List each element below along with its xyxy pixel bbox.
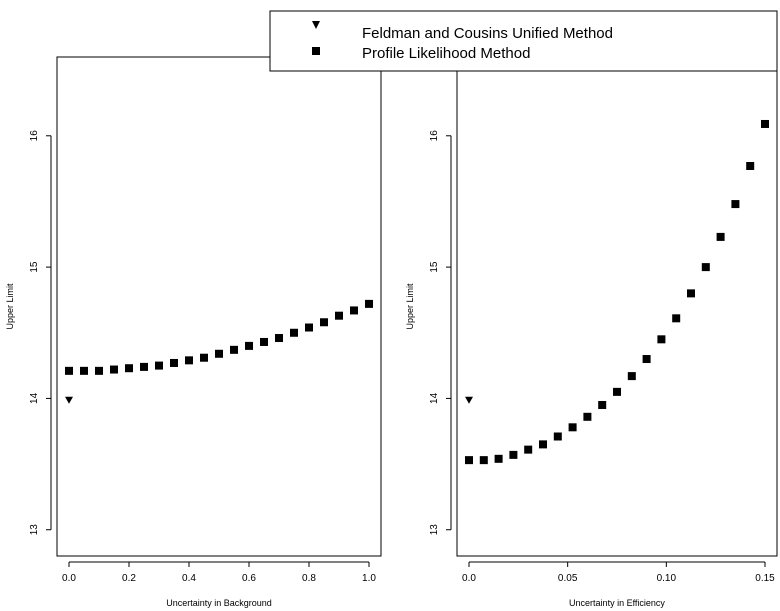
- data-point-square: [642, 355, 651, 364]
- data-point-triangle: [65, 396, 73, 404]
- x-axis: 0.0 0.2 0.4 0.6 0.8 1.0 Uncertainty in Backgro…: [62, 561, 376, 608]
- data-point-square: [215, 349, 223, 358]
- y-tick-label: 14: [429, 392, 440, 404]
- data-point-square: [553, 432, 562, 441]
- data-point-square: [80, 366, 88, 375]
- legend-label-feldman-cousins: Feldman and Cousins Unified Method: [362, 25, 613, 42]
- series-feldman-cousins: [465, 396, 473, 404]
- x-axis: 0.0 0.05 0.10 0.15 Uncertainty in Efficiency: [462, 561, 775, 608]
- data-point-square: [583, 412, 592, 421]
- x-tick-label: 0.0: [462, 573, 476, 584]
- series-profile-likelihood: [65, 299, 373, 375]
- data-point-square: [110, 365, 118, 374]
- x-tick-label: 1.0: [362, 573, 376, 584]
- data-point-square: [657, 335, 666, 344]
- data-point-square: [230, 345, 238, 354]
- data-point-square: [539, 440, 547, 449]
- panel-2: 0.0 0.05 0.10 0.15 Uncertainty in Efficiency…: [405, 56, 778, 608]
- y-tick-label: 13: [29, 524, 40, 536]
- y-axis-title: Upper Limit: [405, 283, 415, 330]
- data-point-square: [761, 119, 769, 128]
- data-point-square: [275, 334, 283, 343]
- legend-marker-square: [312, 47, 320, 55]
- legend: Feldman and Cousins Unified Method Profi…: [269, 10, 778, 72]
- x-tick-label: 0.15: [755, 573, 775, 584]
- series-profile-likelihood: [465, 119, 769, 465]
- plot-frame: [456, 56, 778, 557]
- x-tick-label: 0.6: [242, 573, 256, 584]
- data-point-square: [350, 306, 358, 315]
- x-axis-title: Uncertainty in Background: [166, 598, 272, 608]
- series-feldman-cousins: [65, 396, 73, 404]
- data-point-square: [716, 232, 725, 241]
- y-tick-label: 14: [29, 392, 40, 404]
- data-point-square: [524, 445, 533, 454]
- data-point-square: [125, 364, 133, 373]
- data-point-square: [290, 328, 298, 337]
- y-tick-label: 15: [29, 261, 40, 273]
- y-axis: 13 14 15 16 Upper Limit: [5, 130, 52, 536]
- data-point-square: [731, 200, 740, 209]
- legend-label-profile-likelihood: Profile Likelihood Method: [362, 45, 530, 62]
- panel-1: 0.0 0.2 0.4 0.6 0.8 1.0 Uncertainty in Backgro…: [5, 56, 382, 608]
- data-point-square: [365, 299, 373, 308]
- data-point-square: [509, 450, 518, 459]
- legend-marker-triangle: [312, 21, 320, 29]
- data-point-square: [140, 362, 148, 371]
- data-point-square: [320, 318, 328, 327]
- data-point-square: [185, 356, 193, 365]
- y-axis: 13 14 15 16 Upper Limit: [405, 130, 452, 536]
- data-point-square: [494, 454, 503, 463]
- y-axis-title: Upper Limit: [5, 283, 15, 330]
- data-point-square: [335, 311, 343, 320]
- data-point-square: [598, 400, 607, 409]
- data-point-square: [170, 358, 178, 367]
- data-point-square: [465, 456, 473, 465]
- x-tick-label: 0.10: [657, 573, 677, 584]
- data-point-square: [701, 263, 710, 272]
- x-axis-title: Uncertainty in Efficiency: [569, 598, 665, 608]
- x-tick-label: 0.05: [558, 573, 578, 584]
- data-point-square: [479, 456, 488, 465]
- data-point-square: [65, 366, 73, 375]
- data-point-square: [155, 361, 163, 370]
- data-point-square: [305, 323, 313, 332]
- data-point-square: [672, 314, 681, 323]
- data-point-triangle: [465, 396, 473, 404]
- data-point-square: [260, 337, 268, 346]
- data-point-square: [200, 353, 208, 362]
- data-point-square: [95, 366, 103, 375]
- data-point-square: [613, 387, 621, 396]
- y-tick-label: 15: [429, 261, 440, 273]
- y-tick-label: 16: [429, 130, 440, 142]
- data-point-square: [687, 289, 695, 298]
- x-tick-label: 0.2: [122, 573, 136, 584]
- y-tick-label: 13: [429, 524, 440, 536]
- data-point-square: [568, 423, 577, 432]
- data-point-square: [245, 341, 253, 350]
- legend-box: [269, 10, 778, 72]
- x-tick-label: 0.4: [182, 573, 196, 584]
- plot-frame: [56, 56, 382, 557]
- x-tick-label: 0.8: [302, 573, 316, 584]
- data-point-square: [627, 372, 636, 381]
- data-point-square: [746, 161, 755, 170]
- y-tick-label: 16: [29, 130, 40, 142]
- x-tick-label: 0.0: [62, 573, 76, 584]
